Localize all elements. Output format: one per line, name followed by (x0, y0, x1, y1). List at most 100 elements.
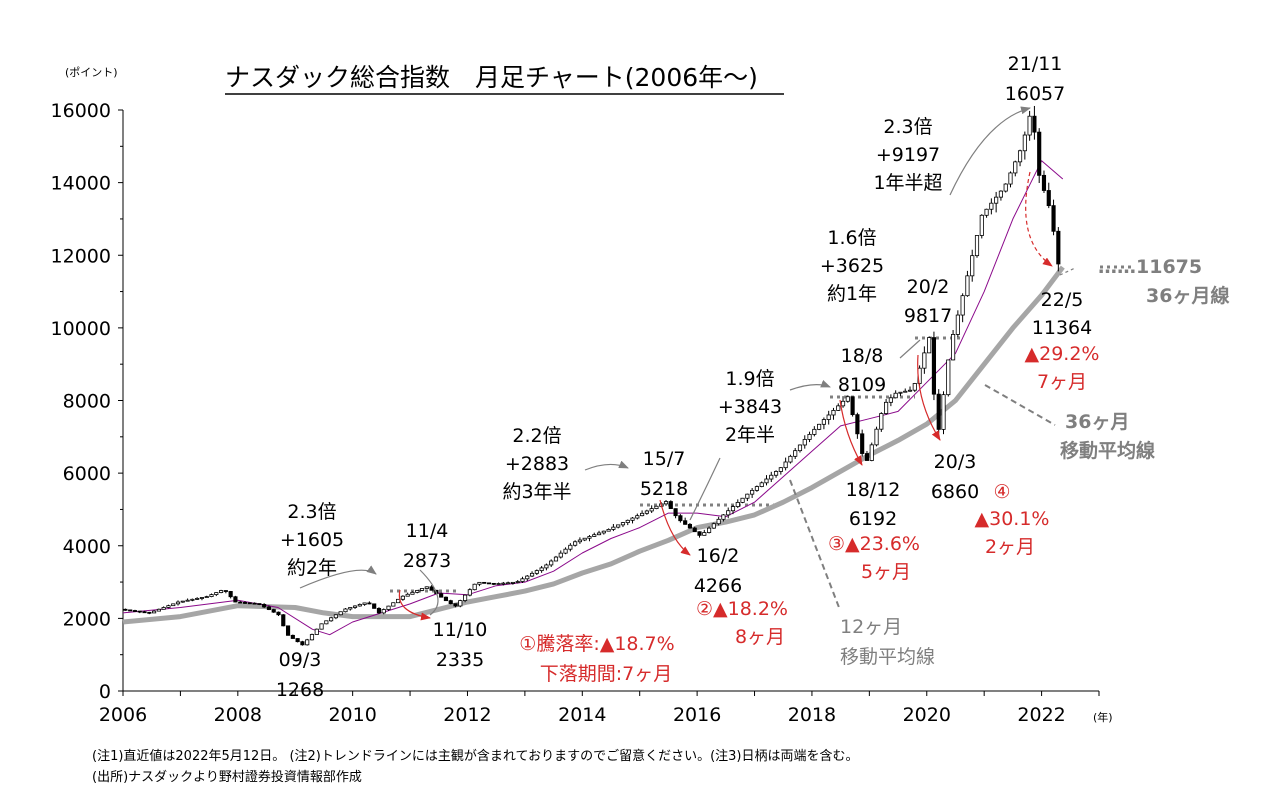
y-tick-label: 12000 (51, 245, 111, 267)
decline-3-period: 5ヶ月 (861, 561, 911, 583)
candle-up (711, 523, 716, 529)
decline-arrow-5 (1025, 171, 1053, 267)
rally-arrow-2 (584, 460, 629, 471)
ma12-label-line1: 12ヶ月 (840, 616, 902, 638)
candle-down (367, 602, 372, 605)
candle-up (735, 502, 740, 507)
candle-up (702, 532, 707, 536)
ma36-line (122, 265, 1065, 625)
candle-up (338, 611, 343, 616)
x-tick-label: 2008 (214, 704, 262, 726)
decline-4-period: 2ヶ月 (985, 536, 1035, 558)
candle-up (190, 598, 195, 601)
label-2205-date: 22/5 (1041, 289, 1084, 311)
candle-up (166, 605, 171, 608)
label-2111-date: 21/11 (1008, 53, 1063, 75)
candle-up (616, 524, 621, 528)
candle-up (965, 275, 970, 297)
candle-up (802, 439, 807, 446)
candle-up (750, 489, 755, 495)
decline-1-period: 下落期間:7ヶ月 (540, 663, 673, 685)
candle-up (893, 392, 898, 399)
candle-down (443, 596, 449, 602)
candle-down (252, 602, 257, 605)
ma36-label-line1: 36ヶ月 (1065, 411, 1129, 433)
ma36-short-label: 36ヶ月線 (1146, 284, 1229, 307)
candle-up (496, 583, 501, 585)
candle-up (568, 544, 573, 550)
candle-up (544, 564, 549, 569)
candle-up (606, 529, 611, 532)
candle-up (845, 396, 850, 402)
candle-down (439, 593, 444, 598)
x-tick-label: 2022 (1017, 704, 1065, 726)
candle-up (352, 605, 358, 608)
label-1812-date: 18/12 (846, 479, 901, 501)
candle-up (577, 539, 582, 543)
candle-down (233, 596, 238, 603)
candle-down (678, 515, 683, 522)
label-2003-value: 6860 (931, 481, 979, 503)
candle-up (635, 515, 640, 519)
label-1808-value: 8109 (838, 374, 886, 396)
candle-up (663, 501, 669, 505)
candle-up (219, 590, 224, 593)
candle-up (783, 461, 788, 469)
candle-up (553, 556, 559, 562)
x-tick-label: 2012 (443, 704, 491, 726)
candle-up (209, 594, 214, 597)
y-tick-label: 4000 (63, 536, 111, 558)
candle-up (309, 634, 315, 641)
label-2111-value: 16057 (1005, 83, 1065, 105)
decline-5-rate: ▲29.2% (1025, 343, 1100, 365)
candle-down (228, 591, 233, 598)
candle-up (874, 428, 879, 446)
candle-up (793, 450, 798, 457)
decline-5-period: 7ヶ月 (1037, 371, 1087, 393)
rally-2-points: +2883 (505, 453, 569, 475)
candle-up (520, 578, 525, 582)
candle-up (649, 508, 654, 512)
candle-up (817, 423, 822, 430)
candle-down (491, 582, 496, 585)
candle-up (510, 581, 515, 584)
candle-up (549, 560, 554, 566)
label-1110-value: 2335 (436, 649, 484, 671)
candle-down (142, 611, 147, 614)
decline-arrows (398, 171, 1053, 621)
candle-up (573, 541, 578, 546)
candle-up (214, 592, 219, 595)
callout-2002 (899, 339, 921, 359)
candle-down (376, 607, 382, 614)
candle-down (482, 581, 487, 584)
candle-up (199, 597, 205, 599)
decline-2-period: 8ヶ月 (735, 626, 785, 648)
candle-down (429, 586, 434, 591)
candle-down (697, 531, 702, 536)
rally-3-period: 2年半 (725, 424, 775, 446)
y-tick-label: 6000 (63, 463, 111, 485)
candle-up (171, 603, 176, 607)
candle-up (343, 608, 348, 613)
candle-down (1032, 115, 1037, 133)
candle-down (147, 611, 152, 614)
candle-up (400, 595, 405, 600)
candle-up (161, 607, 166, 610)
candle-down (271, 609, 276, 613)
candle-up (175, 601, 181, 605)
candle-down (276, 611, 281, 616)
callout-1507 (689, 457, 721, 521)
candle-down (132, 610, 138, 612)
candle-up (381, 609, 386, 614)
candle-down (692, 527, 697, 533)
candle-up (970, 255, 975, 277)
candle-up (812, 428, 817, 435)
candle-up (472, 583, 477, 591)
y-tick-label: 16000 (51, 100, 111, 122)
x-tick-label: 2020 (903, 704, 951, 726)
candle-up (707, 527, 712, 533)
callout-ma36-value (1059, 267, 1076, 276)
candle-up (773, 471, 779, 476)
candle-down (1041, 174, 1047, 191)
callout-1104 (419, 569, 439, 616)
